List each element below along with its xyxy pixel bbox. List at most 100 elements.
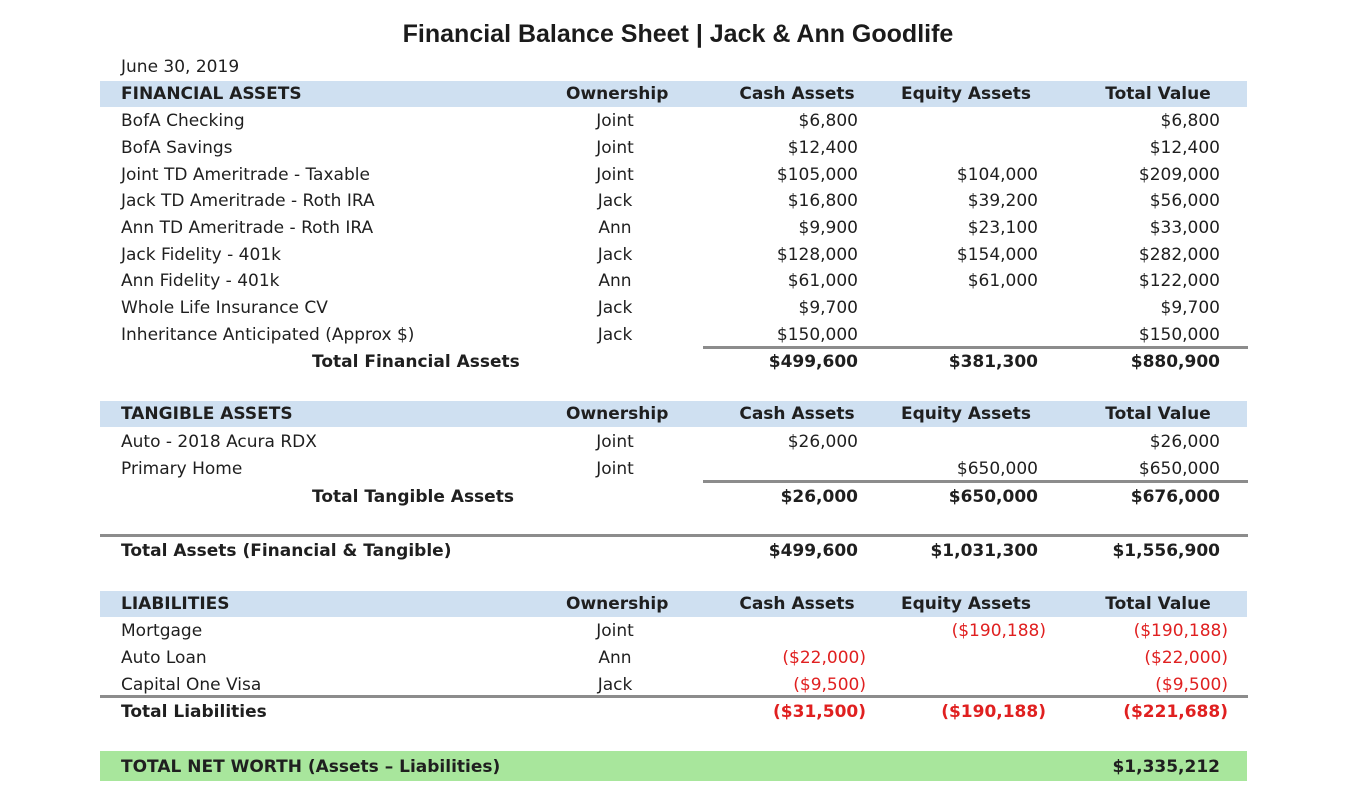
col-ownership: Ownership	[566, 84, 669, 104]
col-total: Total Value	[1105, 594, 1211, 614]
financial-header-row: FINANCIAL ASSETS Ownership Cash Assets E…	[0, 81, 1356, 108]
net-worth-value: $1,335,212	[1112, 757, 1220, 777]
table-row: Auto Loan Ann ($22,000) ($22,000)	[0, 645, 1356, 672]
total-financial-cash: $499,600	[768, 352, 858, 372]
row-cash: $16,800	[787, 191, 858, 211]
col-cash: Cash Assets	[739, 404, 855, 424]
row-equity: $61,000	[967, 271, 1038, 291]
total-liabilities-equity: ($190,188)	[941, 702, 1046, 722]
section-title-liabilities: LIABILITIES	[121, 594, 230, 614]
total-tangible-equity: $650,000	[948, 487, 1038, 507]
table-row: Jack Fidelity - 401k Jack $128,000 $154,…	[0, 242, 1356, 269]
table-row: BofA Checking Joint $6,800 $6,800	[0, 108, 1356, 135]
subtotal-divider	[703, 480, 1248, 483]
liabilities-header-band	[100, 591, 1247, 617]
row-total: $150,000	[1138, 325, 1220, 345]
table-row: BofA Savings Joint $12,400 $12,400	[0, 135, 1356, 162]
row-owner: Ann	[598, 271, 632, 291]
table-row: Inheritance Anticipated (Approx $) Jack …	[0, 322, 1356, 349]
row-total: $209,000	[1138, 165, 1220, 185]
total-financial-label: Total Financial Assets	[312, 352, 520, 372]
row-total: $122,000	[1138, 271, 1220, 291]
tangible-header-row: TANGIBLE ASSETS Ownership Cash Assets Eq…	[0, 401, 1356, 428]
total-liabilities-label: Total Liabilities	[121, 702, 267, 722]
liabilities-header-row: LIABILITIES Ownership Cash Assets Equity…	[0, 591, 1356, 618]
row-total: $33,000	[1149, 218, 1220, 238]
col-equity: Equity Assets	[900, 594, 1031, 614]
row-total: ($9,500)	[1155, 675, 1228, 695]
total-liabilities-value: ($221,688)	[1123, 702, 1228, 722]
table-row: Joint TD Ameritrade - Taxable Joint $105…	[0, 162, 1356, 189]
total-assets-divider	[100, 534, 1248, 537]
row-total: $56,000	[1149, 191, 1220, 211]
row-cash: $150,000	[776, 325, 858, 345]
report-date: June 30, 2019	[121, 57, 240, 77]
row-owner: Joint	[596, 165, 634, 185]
row-cash: $9,700	[798, 298, 858, 318]
total-tangible-cash: $26,000	[780, 487, 858, 507]
table-row: Jack TD Ameritrade - Roth IRA Jack $16,8…	[0, 188, 1356, 215]
row-equity: $650,000	[956, 459, 1038, 479]
row-total: ($22,000)	[1144, 648, 1228, 668]
row-owner: Joint	[596, 138, 634, 158]
row-owner: Ann	[598, 218, 632, 238]
col-cash: Cash Assets	[739, 84, 855, 104]
total-liabilities-cash: ($31,500)	[773, 702, 866, 722]
row-cash: $61,000	[787, 271, 858, 291]
row-label: Inheritance Anticipated (Approx $)	[121, 325, 415, 345]
row-cash: $12,400	[787, 138, 858, 158]
row-total: ($190,188)	[1133, 621, 1228, 641]
section-title-financial: FINANCIAL ASSETS	[121, 84, 302, 104]
row-cash: $128,000	[776, 245, 858, 265]
row-label: BofA Checking	[121, 111, 245, 131]
col-equity: Equity Assets	[900, 84, 1031, 104]
col-equity: Equity Assets	[900, 404, 1031, 424]
net-worth-band	[100, 751, 1247, 781]
total-assets-cash: $499,600	[768, 541, 858, 561]
row-label: Whole Life Insurance CV	[121, 298, 328, 318]
total-assets-equity: $1,031,300	[930, 541, 1038, 561]
row-label: Mortgage	[121, 621, 203, 641]
total-assets-value: $1,556,900	[1112, 541, 1220, 561]
financial-header-band	[100, 81, 1247, 107]
row-total: $9,700	[1160, 298, 1220, 318]
row-label: Auto Loan	[121, 648, 207, 668]
total-financial-value: $880,900	[1130, 352, 1220, 372]
row-total: $12,400	[1149, 138, 1220, 158]
row-cash: $9,900	[798, 218, 858, 238]
total-tangible-value: $676,000	[1130, 487, 1220, 507]
row-equity: $23,100	[967, 218, 1038, 238]
table-row: Auto - 2018 Acura RDX Joint $26,000 $26,…	[0, 429, 1356, 456]
col-total: Total Value	[1105, 84, 1211, 104]
row-label: Joint TD Ameritrade - Taxable	[121, 165, 370, 185]
subtotal-divider	[703, 346, 1248, 349]
table-row: Ann TD Ameritrade - Roth IRA Ann $9,900 …	[0, 215, 1356, 242]
table-row: Whole Life Insurance CV Jack $9,700 $9,7…	[0, 295, 1356, 322]
section-title-tangible: TANGIBLE ASSETS	[121, 404, 293, 424]
row-owner: Ann	[598, 648, 632, 668]
row-owner: Jack	[597, 245, 633, 265]
row-cash: ($9,500)	[793, 675, 866, 695]
row-cash: $105,000	[776, 165, 858, 185]
row-owner: Joint	[596, 459, 634, 479]
row-label: Primary Home	[121, 459, 243, 479]
row-owner: Jack	[597, 298, 633, 318]
tangible-header-band	[100, 401, 1247, 427]
total-assets-label: Total Assets (Financial & Tangible)	[121, 541, 452, 561]
net-worth-row: TOTAL NET WORTH (Assets – Liabilities) $…	[0, 754, 1356, 781]
row-cash: $26,000	[787, 432, 858, 452]
row-equity: ($190,188)	[951, 621, 1046, 641]
col-ownership: Ownership	[566, 594, 669, 614]
row-label: Ann Fidelity - 401k	[121, 271, 280, 291]
total-tangible-label: Total Tangible Assets	[312, 487, 514, 507]
row-owner: Jack	[597, 191, 633, 211]
row-equity: $154,000	[956, 245, 1038, 265]
table-row: Primary Home Joint $650,000 $650,000	[0, 456, 1356, 483]
row-owner: Jack	[597, 675, 633, 695]
row-label: BofA Savings	[121, 138, 233, 158]
table-row: Mortgage Joint ($190,188) ($190,188)	[0, 618, 1356, 645]
row-cash: $6,800	[798, 111, 858, 131]
row-equity: $39,200	[967, 191, 1038, 211]
row-owner: Jack	[597, 325, 633, 345]
total-tangible-row: Total Tangible Assets $26,000 $650,000 $…	[0, 484, 1356, 511]
